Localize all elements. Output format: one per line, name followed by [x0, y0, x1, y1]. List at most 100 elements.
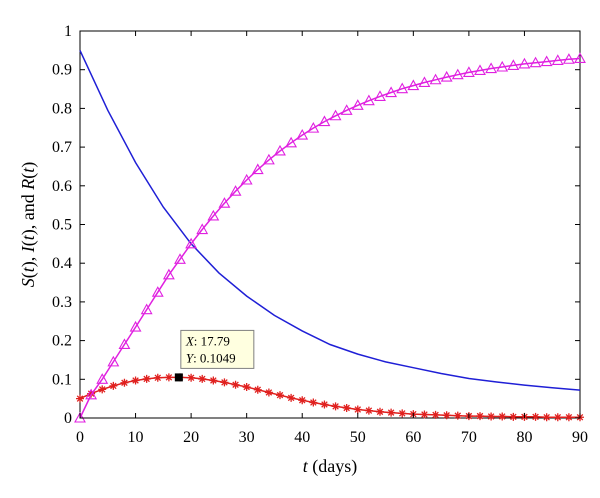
y-axis-label-part: t	[18, 234, 38, 240]
series-I-point	[153, 373, 162, 382]
series-I-point	[131, 376, 140, 385]
series-R-point	[251, 163, 264, 175]
y-tick-label: 0.3	[52, 294, 72, 311]
series-R-point	[562, 53, 575, 64]
x-tick-label: 40	[294, 429, 310, 446]
series-I-point	[98, 385, 107, 394]
y-axis-label-part: (	[18, 240, 39, 246]
series-I-point	[253, 385, 262, 394]
y-axis-label-part: R	[18, 179, 38, 191]
datatip-x-value: : 17.79	[194, 333, 230, 348]
series-R-point	[118, 338, 131, 350]
series-R-point	[496, 60, 509, 72]
series-R-point	[129, 320, 142, 332]
y-tick-label: 0.5	[52, 217, 72, 234]
series-I-point	[220, 378, 229, 387]
y-tick-label: 0.8	[52, 100, 72, 117]
series-I-point	[376, 407, 384, 416]
datatip-y-key: Y	[186, 350, 195, 365]
series-R-point	[429, 73, 442, 85]
series-I-point	[342, 403, 351, 412]
y-axis-label-part: t	[18, 167, 38, 173]
series-I-point	[164, 373, 173, 382]
series-I-point	[387, 408, 396, 417]
series-R-point	[551, 54, 564, 65]
y-axis-label-part: t	[18, 266, 38, 272]
y-tick-label: 0.6	[52, 178, 72, 195]
series-I-point	[242, 383, 251, 392]
y-tick-label: 1	[64, 23, 72, 40]
series-R-point	[518, 57, 531, 69]
series-I-point	[298, 396, 307, 405]
x-axis-label: t (days)	[303, 456, 358, 477]
datatip-x-key: X	[185, 333, 195, 348]
x-tick-label: 0	[76, 429, 84, 446]
series-I-point	[453, 411, 462, 420]
series-I-point	[531, 412, 540, 421]
x-axis-label-unit: (days)	[308, 456, 357, 477]
series-R-point	[474, 64, 486, 76]
series-R-point	[229, 185, 242, 196]
series-R-point	[196, 223, 209, 235]
series-R-point	[385, 86, 398, 98]
series-R-line	[79, 57, 581, 419]
series-R-point	[140, 303, 153, 315]
series-R-point	[307, 122, 320, 133]
y-tick-label: 0.1	[52, 371, 72, 388]
series-R-point	[574, 52, 586, 64]
series-R-point	[351, 99, 364, 110]
series-R-point	[340, 104, 353, 115]
series-R-point	[485, 62, 498, 74]
series-R-point	[329, 109, 342, 121]
series-I-point	[476, 412, 484, 421]
tick-layer: 0 10 20 30 40 50 60 70 80 90 0 0.1 0.2 0.3 0.4 0.5 0.6 0.…	[52, 23, 588, 446]
series-R-point	[151, 286, 164, 297]
series-I-point	[264, 388, 273, 397]
x-tick-label: 80	[516, 429, 532, 446]
series-R-point	[362, 94, 375, 106]
series-R-point	[462, 66, 475, 77]
series-I-point	[142, 374, 151, 383]
x-tick-label: 90	[572, 429, 588, 446]
series-I-point	[320, 400, 329, 409]
series-R-point	[262, 153, 275, 165]
series-R-point	[396, 82, 409, 94]
series-I-point	[487, 412, 496, 421]
series-R-point	[96, 373, 109, 384]
series-I-point	[276, 391, 284, 400]
series-I-point	[198, 374, 207, 383]
series-I-point	[76, 394, 84, 403]
series-I-point	[364, 406, 373, 415]
datatip-marker	[174, 373, 183, 382]
series-I-point	[309, 398, 318, 407]
plot-area	[79, 30, 581, 419]
series-R-point	[451, 68, 464, 80]
y-tick-label: 0.9	[52, 62, 72, 79]
series-I-point	[109, 381, 118, 390]
series-R-point	[240, 173, 253, 185]
series-R-point	[407, 79, 420, 91]
series-R-point	[85, 388, 98, 400]
datatip-y-value: : 0.1049	[193, 350, 236, 365]
series-R-point	[285, 136, 298, 148]
y-tick-label: 0.4	[52, 255, 72, 272]
datatip-layer: X: 17.79 Y: 0.1049	[174, 329, 255, 382]
series-I-point	[209, 376, 218, 385]
x-tick-label: 30	[239, 429, 255, 446]
datatip-x-text: X: 17.79	[185, 333, 230, 348]
series-R-point	[218, 197, 231, 208]
datatip-box	[180, 329, 255, 369]
x-tick-label: 20	[183, 429, 199, 446]
series-I-point	[398, 409, 407, 418]
x-tick-label: 50	[350, 429, 366, 446]
x-axis-label-var: t	[303, 456, 309, 476]
y-tick-label: 0.7	[52, 139, 72, 156]
series-R-point	[529, 56, 542, 68]
series-I-line	[79, 376, 580, 418]
y-tick-label: 0.2	[52, 333, 72, 350]
series-S-line	[79, 50, 581, 391]
y-axis-label-part: (	[18, 272, 39, 278]
series-I-point	[431, 410, 440, 419]
y-axis-label-part: I	[18, 245, 38, 253]
